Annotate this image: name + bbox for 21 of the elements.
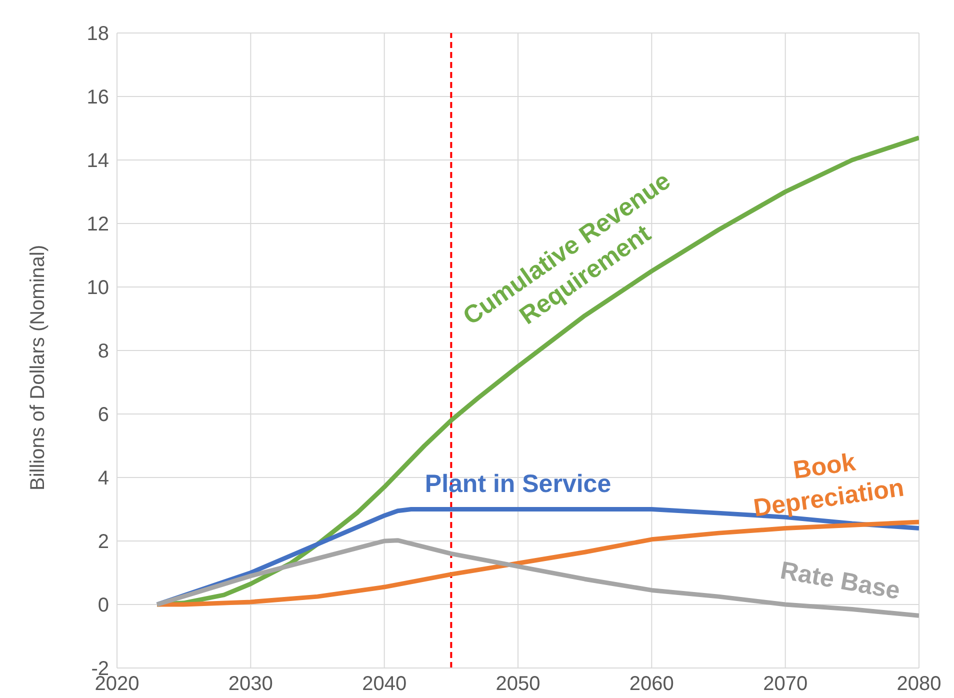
text: Rate Base xyxy=(778,556,902,606)
y-tick-label: 14 xyxy=(86,150,109,172)
y-tick-label: 2 xyxy=(98,531,109,554)
y-tick-label: 18 xyxy=(86,23,109,46)
y-tick-label: 0 xyxy=(98,594,109,617)
y-tick-label: 10 xyxy=(86,277,109,300)
x-tick-label: 2040 xyxy=(362,673,407,696)
line-series xyxy=(154,538,919,618)
y-tick-label: 4 xyxy=(98,468,109,490)
y-tick-label: 6 xyxy=(98,404,109,426)
x-tick-label: 2030 xyxy=(228,673,273,696)
text: Book Depreciation xyxy=(752,448,906,522)
series-label: Plant in Service xyxy=(424,470,612,498)
y-tick-label: 16 xyxy=(86,86,109,109)
x-tick-label: 2080 xyxy=(896,673,942,696)
y-tick-label: 12 xyxy=(86,214,109,236)
x-tick-label: 2050 xyxy=(496,673,540,696)
x-tick-label: 2070 xyxy=(763,673,808,696)
y-axis-title: Billions of Dollars (Nominal) xyxy=(27,244,50,490)
y-tick-label: 8 xyxy=(98,340,109,363)
x-tick-label: 2060 xyxy=(629,673,674,696)
